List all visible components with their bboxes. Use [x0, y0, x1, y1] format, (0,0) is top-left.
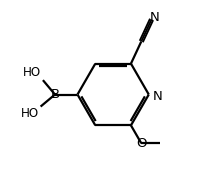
Text: HO: HO [23, 66, 41, 79]
Text: O: O [136, 137, 147, 150]
Text: B: B [50, 88, 60, 101]
Text: N: N [153, 90, 163, 103]
Text: N: N [150, 11, 159, 24]
Text: HO: HO [21, 108, 39, 121]
